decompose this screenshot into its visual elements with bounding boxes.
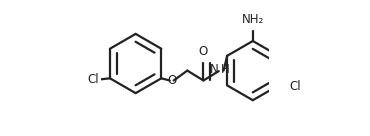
Text: H: H (221, 63, 229, 76)
Text: Cl: Cl (290, 80, 301, 93)
Text: NH₂: NH₂ (242, 13, 264, 26)
Text: O: O (199, 45, 208, 58)
Text: N: N (209, 63, 218, 76)
Text: O: O (168, 74, 177, 87)
Text: Cl: Cl (87, 73, 99, 86)
